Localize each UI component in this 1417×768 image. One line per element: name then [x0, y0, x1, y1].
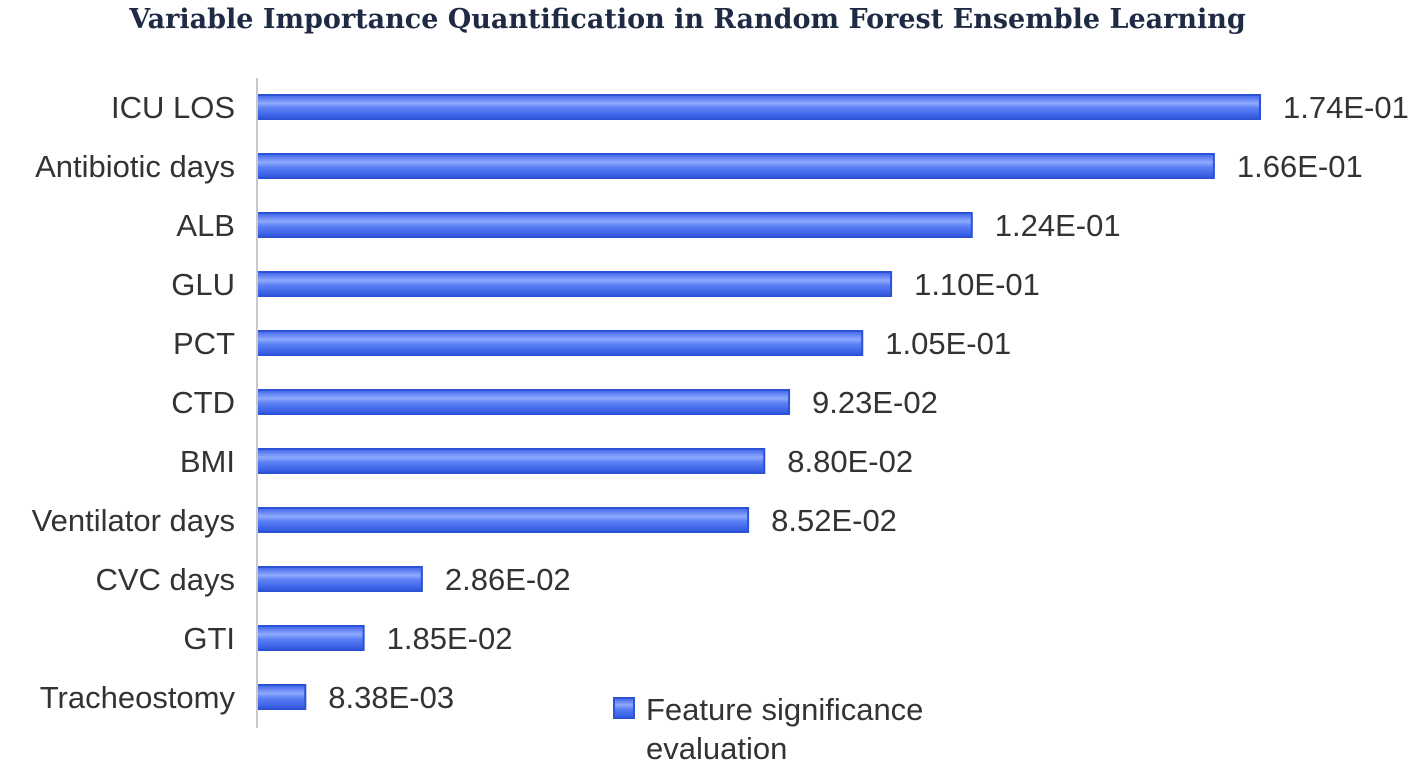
category-label: GLU	[171, 267, 235, 302]
value-label: 1.05E-01	[885, 326, 1011, 361]
value-label: 8.52E-02	[771, 503, 897, 538]
category-label: CVC days	[95, 562, 235, 597]
bar	[256, 94, 1261, 120]
chart-title: Variable Importance Quantification in Ra…	[129, 4, 1246, 35]
bar	[256, 448, 766, 474]
bar	[256, 153, 1215, 179]
legend: Feature significance evaluation	[613, 692, 923, 766]
value-label: 1.10E-01	[914, 267, 1040, 302]
bar	[256, 507, 750, 533]
bar	[256, 330, 864, 356]
bar	[256, 625, 365, 651]
bar	[256, 389, 791, 415]
legend-label-line1: Feature significance	[646, 692, 923, 727]
category-label: ALB	[176, 208, 235, 243]
bar	[256, 271, 893, 297]
value-label: 8.80E-02	[787, 444, 913, 479]
value-label: 1.74E-01	[1283, 90, 1409, 125]
value-label: 1.66E-01	[1237, 149, 1363, 184]
category-label: GTI	[183, 621, 235, 656]
category-label: Antibiotic days	[35, 149, 235, 184]
bars-layer: ICU LOS 1.74E-01 Antibiotic days 1.66E-01 AL…	[32, 90, 1409, 715]
category-label: CTD	[171, 385, 235, 420]
legend-label-line2: evaluation	[646, 731, 787, 766]
category-label: BMI	[180, 444, 235, 479]
category-label: PCT	[173, 326, 235, 361]
value-label: 1.24E-01	[995, 208, 1121, 243]
value-label: 8.38E-03	[328, 680, 454, 715]
bar	[256, 684, 307, 710]
bar	[256, 566, 423, 592]
legend-swatch	[613, 697, 635, 719]
value-label: 2.86E-02	[445, 562, 571, 597]
value-label: 9.23E-02	[812, 385, 938, 420]
bar	[256, 212, 973, 238]
category-label: Ventilator days	[32, 503, 235, 538]
category-label: Tracheostomy	[40, 680, 236, 715]
category-label: ICU LOS	[111, 90, 235, 125]
value-label: 1.85E-02	[387, 621, 513, 656]
